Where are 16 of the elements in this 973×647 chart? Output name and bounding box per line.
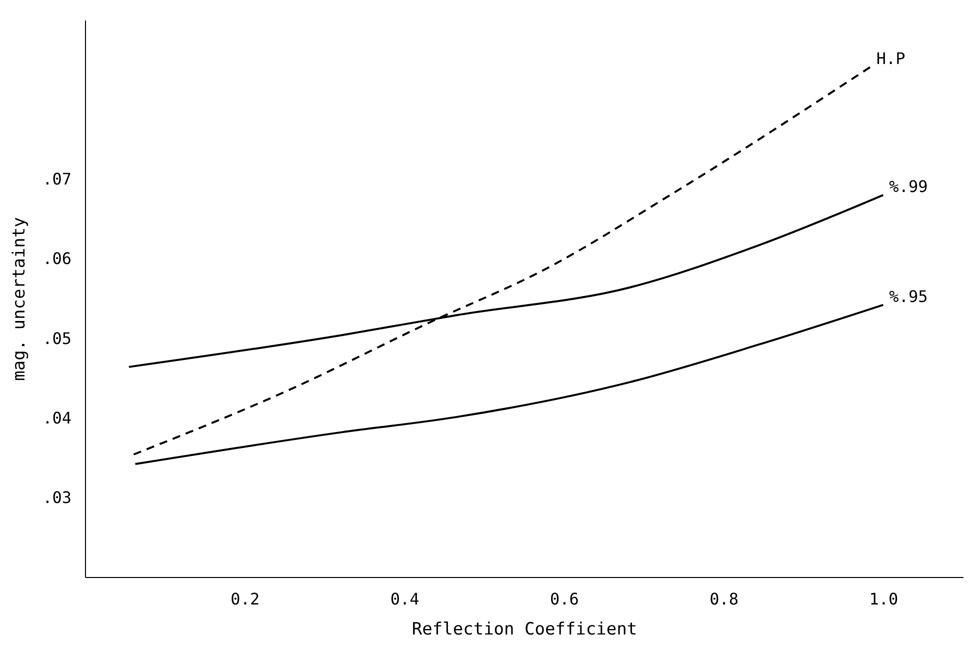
y-axis-title: mag. uncertainty bbox=[10, 217, 30, 381]
series-label: %.99 bbox=[889, 177, 928, 196]
y-tick-label: .06 bbox=[42, 249, 72, 268]
y-tick-label: .03 bbox=[42, 488, 72, 507]
y-tick-label: .05 bbox=[42, 328, 72, 348]
series-label: H.P bbox=[876, 48, 906, 68]
series-label: %.95 bbox=[889, 286, 928, 306]
x-tick-label: 0.8 bbox=[710, 590, 738, 608]
x-axis-title: Reflection Coefficient bbox=[412, 620, 638, 640]
y-tick-label: .07 bbox=[42, 170, 72, 189]
line-series bbox=[134, 304, 884, 466]
x-tick-label: 1.0 bbox=[869, 590, 898, 608]
x-tick-label: 0.6 bbox=[550, 590, 579, 608]
x-tick-label: 0.4 bbox=[390, 590, 420, 608]
y-tick-label: .04 bbox=[42, 408, 72, 428]
x-tick-label: 0.2 bbox=[230, 590, 260, 608]
